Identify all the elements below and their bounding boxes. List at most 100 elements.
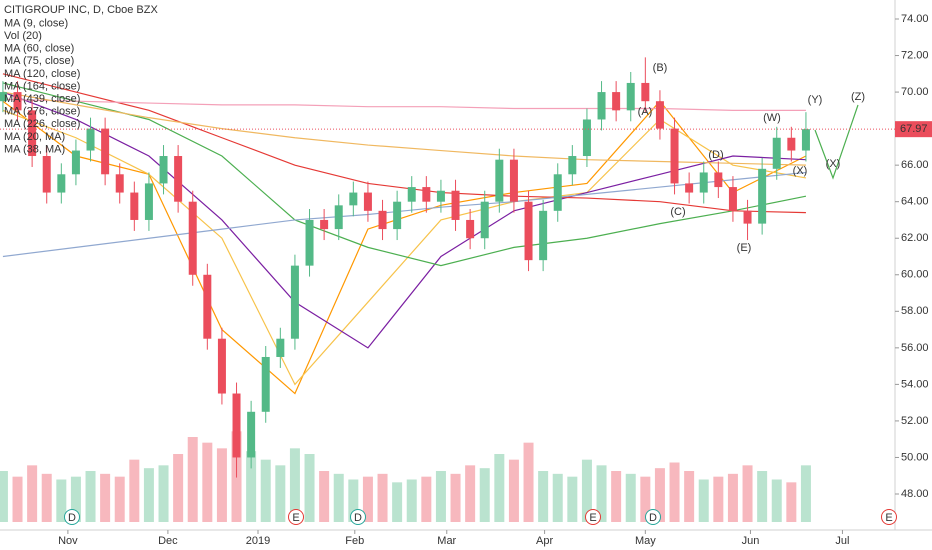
legend-entry: MA (9, close) <box>4 17 68 29</box>
candle-body <box>101 128 110 175</box>
candle-body <box>305 219 314 266</box>
candle-body <box>349 192 358 206</box>
volume-bar <box>654 468 665 522</box>
event-marker <box>585 509 601 525</box>
x-tick-label: Jun <box>742 535 760 547</box>
wave-label: (X) <box>793 165 808 177</box>
volume-bar <box>406 479 417 522</box>
candle-body <box>13 92 22 111</box>
event-label: D <box>649 512 657 524</box>
volume-bar <box>275 465 286 522</box>
candle-body <box>42 156 51 193</box>
moving-average <box>2 171 806 258</box>
x-tick-label: Jul <box>835 535 849 547</box>
volume-bar <box>100 473 111 522</box>
candle-body <box>0 92 7 102</box>
x-tick-label: Dec <box>158 535 178 547</box>
candle-body <box>130 192 139 220</box>
candle-body <box>247 411 256 458</box>
volume-bar <box>523 442 534 522</box>
candle-body <box>378 210 387 230</box>
volume-bar <box>581 459 592 522</box>
x-tick-label: 2019 <box>246 535 270 547</box>
event-marker <box>645 509 661 525</box>
volume-bar <box>41 473 52 522</box>
volume-bar <box>640 476 651 522</box>
candle-body <box>57 174 66 193</box>
event-label: D <box>68 512 76 524</box>
legend-entry: MA (164, close) <box>4 80 80 92</box>
last-price-label: 67.97 <box>900 123 928 135</box>
candle-body <box>159 156 168 184</box>
x-tick-label: Nov <box>58 535 78 547</box>
wave-label: (A) <box>638 106 653 118</box>
moving-average <box>2 98 806 111</box>
legend-entry: Vol (20) <box>4 30 42 42</box>
volume-bar <box>479 468 490 522</box>
volume-bar <box>333 473 344 522</box>
candle-body <box>217 338 226 394</box>
moving-average <box>2 82 807 267</box>
volume-bar <box>786 482 797 522</box>
volume-bar <box>771 479 782 522</box>
candle-body <box>772 137 781 169</box>
candle-body <box>568 156 577 175</box>
candle-body <box>334 205 343 230</box>
candle-body <box>188 201 197 275</box>
volume-bar <box>319 471 330 522</box>
y-tick-label: 50.00 <box>901 451 929 463</box>
event-marker <box>350 509 366 525</box>
candle-body <box>115 174 124 193</box>
volume-bar <box>348 479 359 522</box>
volume-bar <box>552 473 563 522</box>
y-tick-label: 66.00 <box>901 159 929 171</box>
candle-body <box>480 201 489 239</box>
candle-body <box>363 192 372 211</box>
candle-body <box>232 393 241 458</box>
candle-body <box>509 159 518 202</box>
candle-body <box>261 356 270 412</box>
candle-body <box>320 219 329 230</box>
volume-bar <box>173 454 184 522</box>
volume-bar <box>216 448 227 522</box>
volume-bar <box>435 471 446 522</box>
x-tick-label: Mar <box>437 535 456 547</box>
candle-body <box>787 137 796 151</box>
volume-bar <box>742 465 753 522</box>
volume-bar <box>465 465 476 522</box>
x-tick-label: May <box>635 535 656 547</box>
candle-body <box>641 82 650 102</box>
volume-bar <box>202 442 213 522</box>
candle-body <box>276 338 285 357</box>
candle-body <box>174 156 183 202</box>
volume-bar <box>450 473 461 522</box>
volume-bar <box>70 476 81 522</box>
candle-body <box>597 92 606 120</box>
candle-body <box>144 183 153 220</box>
candle-body <box>743 210 752 224</box>
candle-body <box>407 187 416 202</box>
volume-bar <box>508 459 519 522</box>
y-tick-label: 70.00 <box>901 86 929 98</box>
y-tick-label: 72.00 <box>901 49 929 61</box>
candle-body <box>670 128 679 184</box>
volume-bar <box>611 471 622 522</box>
y-tick-label: 60.00 <box>901 269 929 281</box>
y-tick-label: 54.00 <box>901 378 929 390</box>
last-price-box <box>895 121 932 138</box>
volume-bar <box>85 471 96 522</box>
volume-bar <box>56 479 67 522</box>
volume-bar <box>684 471 695 522</box>
volume-bar <box>362 476 373 522</box>
candle-body <box>466 219 475 239</box>
wave-label: (X) <box>826 158 841 170</box>
volume-bar <box>625 473 636 522</box>
y-tick-label: 74.00 <box>901 13 929 25</box>
volume-bar <box>260 459 271 522</box>
volume-bar <box>246 451 257 522</box>
volume-bar <box>698 479 709 522</box>
volume-bar <box>12 476 23 522</box>
volume-bar <box>377 473 388 522</box>
candle-body <box>699 172 708 193</box>
